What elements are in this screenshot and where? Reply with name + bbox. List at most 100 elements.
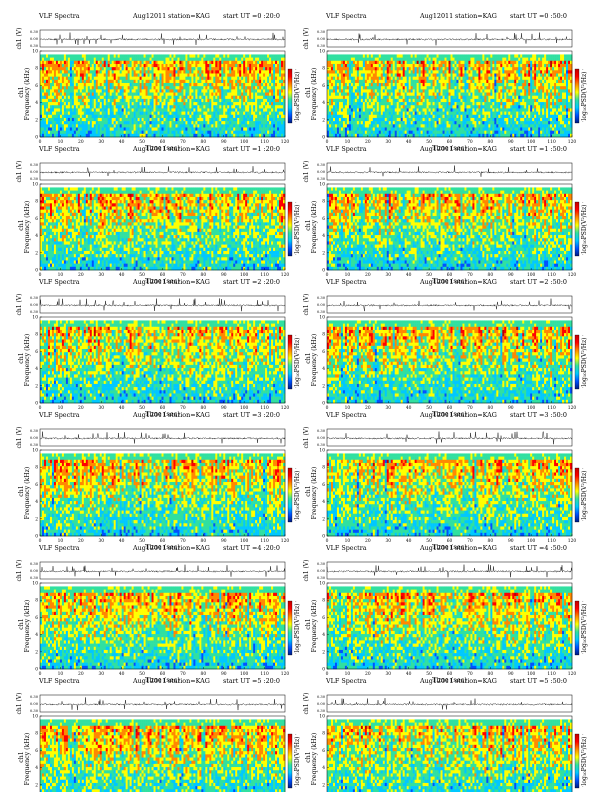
spectrogram-cell [265, 73, 267, 76]
spectrogram-cell [152, 89, 154, 92]
spectrogram-cell [116, 73, 118, 76]
spectrogram-cell [84, 102, 86, 105]
spectrogram-cell [247, 70, 249, 73]
spectrogram-cell [257, 115, 259, 118]
spectrogram-cell [221, 54, 223, 57]
spectrogram-cell [118, 86, 120, 89]
spectrogram-cell [197, 105, 199, 108]
spectrogram-cell [231, 108, 233, 111]
spectrogram-cell [253, 80, 255, 83]
spectrogram-cell [104, 54, 106, 57]
spectrogram-cell [217, 105, 219, 108]
spectrogram-cell [40, 70, 42, 73]
spectrogram-cell [154, 86, 156, 89]
spectrogram-cell [275, 102, 277, 105]
spectrogram-cell [193, 99, 195, 102]
spectrogram-cell [152, 58, 154, 61]
spectrogram-cell [239, 96, 241, 99]
spectrogram-cell [261, 86, 263, 89]
spectrogram-cell [271, 124, 273, 127]
spectrogram-cell [140, 93, 142, 96]
spectrogram-cell [215, 77, 217, 80]
spectrogram-cell [120, 93, 122, 96]
spectrogram-cell [76, 73, 78, 76]
spectrogram-cell [191, 54, 193, 57]
spectrogram-cell [86, 99, 88, 102]
spectrogram-cell [261, 89, 263, 92]
spectrogram-cell [249, 83, 251, 86]
spectrogram-cell [231, 58, 233, 61]
spectrogram-cell [201, 118, 203, 121]
spectrogram-cell [183, 108, 185, 111]
spectrogram-cell [201, 108, 203, 111]
spectrogram-cell [267, 77, 269, 80]
spectrogram-cell [82, 127, 84, 130]
spectrogram-cell [52, 127, 54, 130]
spectrogram-cell [185, 58, 187, 61]
spectrogram-cell [213, 115, 215, 118]
spectrogram-cell [92, 54, 94, 57]
spectrogram-cell [110, 61, 112, 64]
spectrogram-cell [257, 99, 259, 102]
spectrogram-cell [281, 77, 283, 80]
spectrogram-cell [209, 112, 211, 115]
spectrogram-cell [134, 93, 136, 96]
spectrogram-cell [215, 105, 217, 108]
spectrogram-cell [112, 58, 114, 61]
spectrogram-cell [205, 83, 207, 86]
spectrogram-cell [233, 80, 235, 83]
panel-start-ut: start UT =0 :20:0 [223, 12, 280, 20]
spectrogram-cell [173, 67, 175, 70]
spectrogram-cell [169, 96, 171, 99]
spectrogram-cell [165, 93, 167, 96]
spectrogram-cell [177, 64, 179, 67]
spectrogram-cell [167, 86, 169, 89]
spectrogram-cell [247, 96, 249, 99]
spectrogram-cell [138, 67, 140, 70]
spectrogram-cell [142, 105, 144, 108]
spectrogram-cell [62, 127, 64, 130]
spectrogram-cell [74, 64, 76, 67]
spectrogram-cell [86, 108, 88, 111]
spectrogram-cell [82, 124, 84, 127]
spectrogram-cell [277, 124, 279, 127]
spectrogram-cell [213, 99, 215, 102]
spectrogram-cell [124, 80, 126, 83]
spectrogram-cell [84, 54, 86, 57]
spectrogram-cell [207, 115, 209, 118]
spectrogram-cell [235, 70, 237, 73]
spectrogram-cell [70, 118, 72, 121]
spectrogram-cell [126, 89, 128, 92]
spectrogram-cell [72, 86, 74, 89]
spectrogram-cell [120, 64, 122, 67]
spectrogram-cell [195, 105, 197, 108]
spectrogram-cell [269, 102, 271, 105]
spectrogram-cell [231, 121, 233, 124]
spectrogram-cell [173, 58, 175, 61]
spectrogram-cell [42, 64, 44, 67]
spectrogram-cell [104, 96, 106, 99]
spectrogram-cell [42, 108, 44, 111]
spectrogram-cell [154, 89, 156, 92]
spectrogram-cell [140, 54, 142, 57]
spectrogram-cell [162, 83, 164, 86]
spectrogram-cell [225, 54, 227, 57]
spectrogram-cell [162, 80, 164, 83]
spectrogram-cell [158, 73, 160, 76]
spectrogram-cell [48, 80, 50, 83]
spectrogram-cell [92, 124, 94, 127]
spectrogram-cell [193, 96, 195, 99]
spectrogram-cell [219, 73, 221, 76]
spectrogram-cell [92, 115, 94, 118]
spectrogram-cell [237, 77, 239, 80]
spectrogram-cell [112, 96, 114, 99]
spectrogram-cell [110, 80, 112, 83]
spectrogram-cell [114, 61, 116, 64]
spectrogram-cell [164, 64, 166, 67]
spectrogram-cell [277, 115, 279, 118]
spectrogram-cell [189, 64, 191, 67]
spectrogram-cell [78, 105, 80, 108]
spectrogram-cell [209, 124, 211, 127]
spectrogram-cell [275, 67, 277, 70]
spectrogram-cell [203, 70, 205, 73]
